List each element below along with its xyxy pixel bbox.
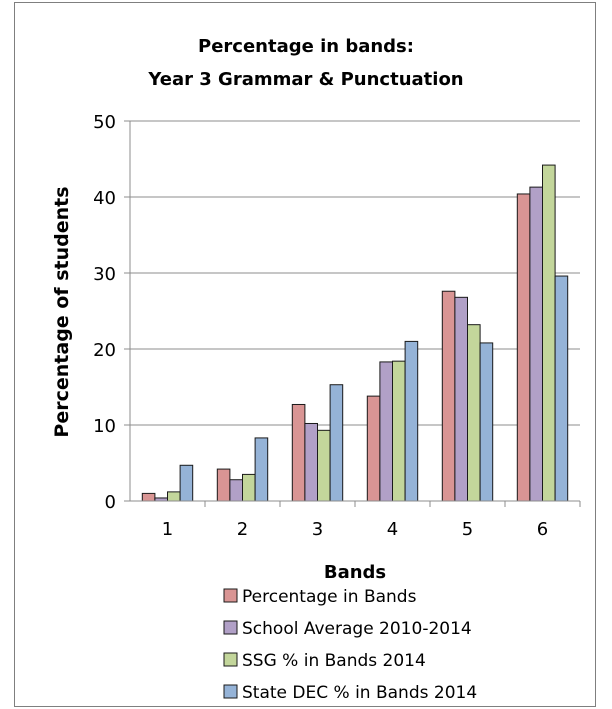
bar: [304, 422, 318, 502]
bar: [242, 473, 256, 502]
x-tick-label: 2: [237, 519, 248, 540]
bar: [366, 395, 381, 502]
bar: [317, 429, 331, 502]
y-tick-label: 0: [105, 492, 116, 513]
y-axis-label: Percentage of students: [51, 186, 73, 437]
bar: [441, 290, 456, 502]
bar: [404, 340, 419, 502]
chart-frame: [14, 2, 596, 707]
x-tick-label: 3: [312, 519, 323, 540]
legend-swatch: [223, 652, 238, 667]
bar: [179, 464, 194, 502]
bar: [542, 164, 556, 502]
chart-title-line-2: Year 3 Grammar & Punctuation: [147, 69, 463, 90]
legend-label: SSG % in Bands 2014: [242, 651, 426, 671]
bar: [216, 468, 231, 502]
x-tick-label: 4: [387, 519, 398, 540]
legend-swatch: [223, 684, 238, 699]
gridlines: [130, 120, 580, 426]
y-tick-label: 40: [93, 188, 116, 209]
x-axis-label: Bands: [324, 562, 386, 583]
y-tick-label: 10: [93, 416, 116, 437]
bars: [141, 164, 569, 502]
legend: Percentage in Bands School Average 2010-2…: [223, 587, 477, 703]
legend-label: State DEC % in Bands 2014: [242, 683, 477, 703]
y-tick-label: 50: [93, 112, 116, 133]
legend-label: School Average 2010-2014: [242, 619, 472, 639]
x-tick-label: 1: [162, 519, 173, 540]
legend-swatch: [223, 588, 238, 603]
x-tick-label: 6: [537, 519, 548, 540]
bar: [229, 479, 243, 502]
bar: [392, 360, 406, 502]
bar: [479, 342, 494, 502]
chart-title-line-1: Percentage in bands:: [198, 36, 414, 57]
y-tick-label: 30: [93, 264, 116, 285]
bar: [167, 491, 181, 502]
bar: [454, 296, 468, 502]
bar: [379, 361, 393, 502]
x-tick-label: 5: [462, 519, 473, 540]
bar: [554, 275, 569, 502]
legend-swatch: [223, 620, 238, 635]
bar: [467, 324, 481, 502]
axes: 0 10 20 30 40 50 1 2 3 4 5 6: [93, 112, 581, 540]
bar: [254, 437, 269, 502]
bar: [141, 492, 156, 502]
bar: [291, 403, 306, 502]
y-tick-label: 20: [93, 340, 116, 361]
bar: [516, 193, 531, 502]
bar: [529, 186, 544, 502]
bar: [329, 384, 344, 502]
legend-label: Percentage in Bands: [242, 587, 417, 607]
